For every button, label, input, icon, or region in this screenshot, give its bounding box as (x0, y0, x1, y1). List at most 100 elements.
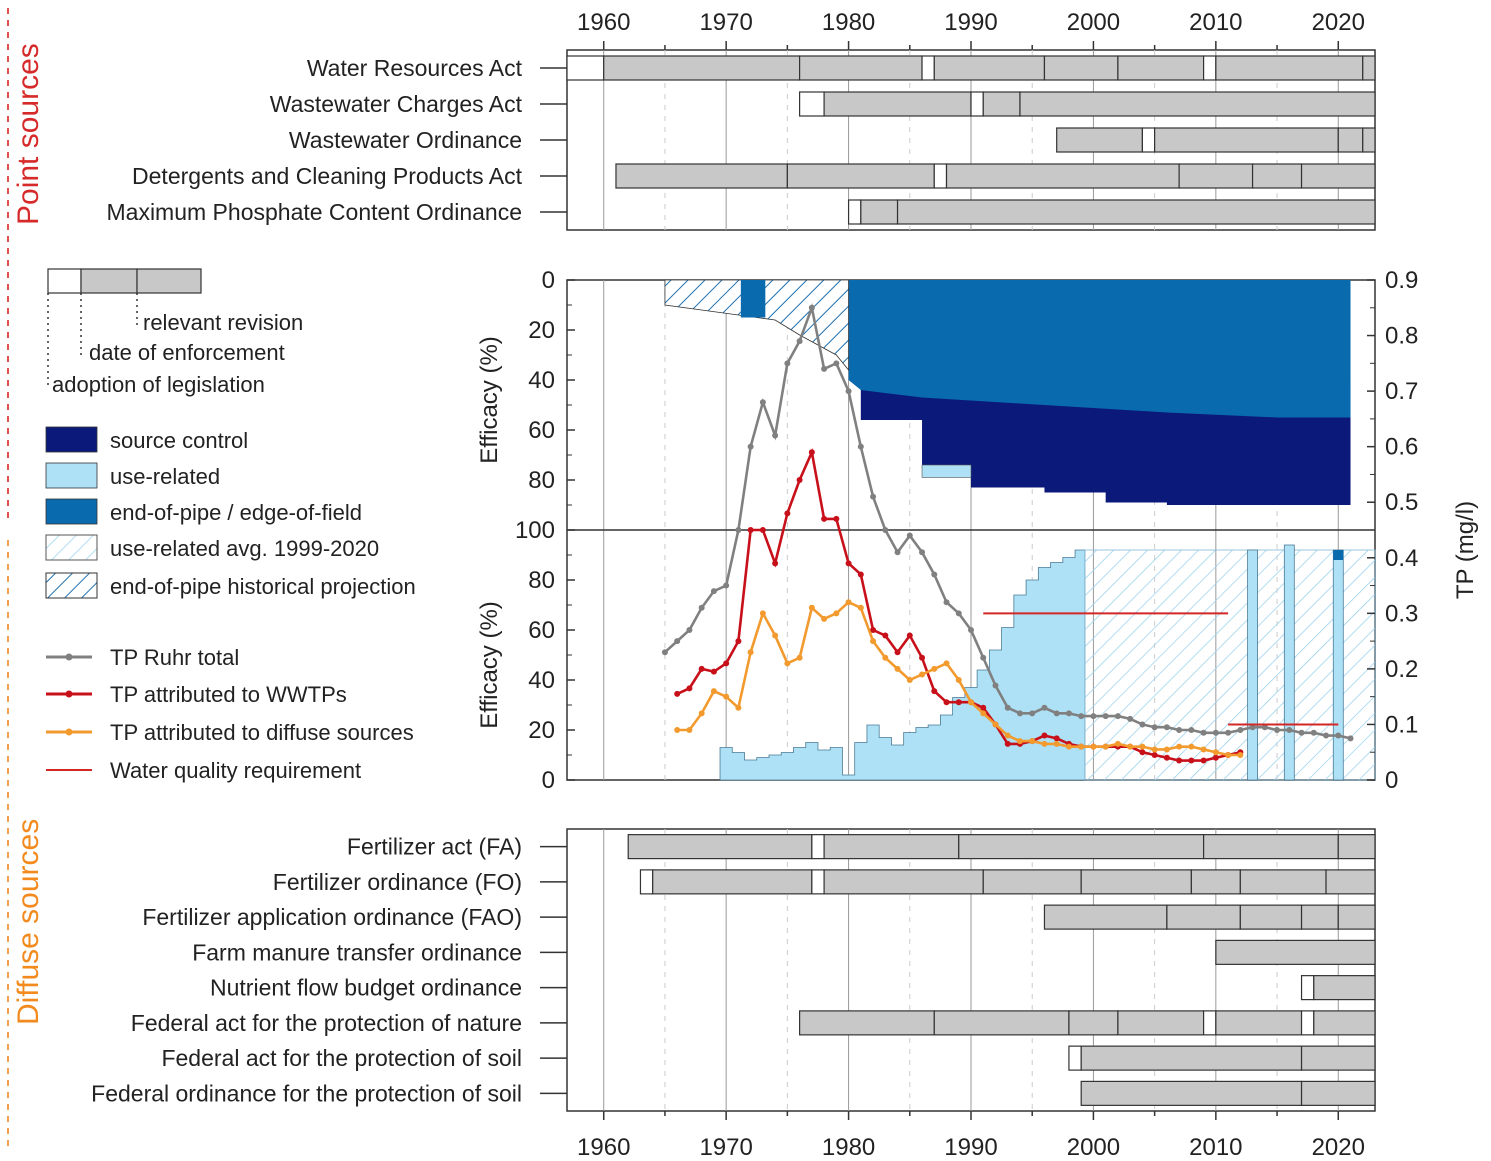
legend-adoption-of-legislation: adoption of legislation (52, 372, 265, 397)
series-point (1225, 752, 1232, 758)
series-point (1053, 740, 1060, 747)
series-point (1016, 710, 1023, 717)
timeline-label: Wastewater Charges Act (270, 91, 523, 117)
series-point (931, 688, 938, 695)
series-point (1347, 735, 1354, 742)
x-tick-label-2010: 2010 (1189, 1134, 1242, 1161)
series-point (747, 443, 754, 450)
series-point (796, 477, 803, 483)
series-point (845, 599, 852, 606)
right-tick-label: 0.5 (1385, 489, 1418, 516)
legend-swatch-1 (45, 462, 98, 489)
series-point (955, 677, 962, 683)
legend-swatch-2 (45, 498, 98, 525)
timeline-label: Federal act for the protection of nature (131, 1010, 522, 1036)
legend-label-3: use-related avg. 1999-2020 (110, 536, 379, 561)
series-point (1212, 749, 1219, 756)
series-point (784, 360, 791, 367)
legend-label-4: end-of-pipe historical projection (110, 574, 416, 599)
series-point (870, 638, 877, 645)
timeline-bar-segment (799, 91, 825, 117)
point-sources-timeline: Water Resources Act Wastewater Charges Ac… (107, 55, 1376, 225)
series-point (1188, 757, 1195, 764)
right-tick-label: 0.1 (1385, 711, 1418, 738)
series-point (674, 727, 681, 733)
timeline-bar-segment (615, 163, 788, 189)
series-point (943, 599, 950, 606)
timeline-bar-segment (1325, 869, 1376, 895)
series-point (674, 690, 681, 697)
x-axis-top: 1960 1970 1980 1990 2000 2010 2020 (577, 9, 1365, 50)
series-point (1274, 727, 1281, 733)
timeline-bar-segment (799, 55, 923, 81)
right-tick-label: 0.8 (1385, 323, 1418, 350)
timeline-bar-segment (1300, 1080, 1376, 1106)
timeline-label: Fertilizer application ordinance (FAO) (142, 904, 522, 930)
series-point (955, 610, 962, 617)
legend: relevant revision date of enforcement ad… (45, 268, 416, 783)
use-related-bar-2016 (1283, 544, 1295, 781)
timeline-bar-segment (1190, 869, 1241, 895)
legend-swatch-4 (45, 572, 98, 599)
timeline-bar-segment (1300, 904, 1339, 930)
series-point (894, 549, 901, 556)
right-tick-label: 0 (1385, 767, 1398, 794)
series-point (686, 685, 693, 692)
series-point (1016, 738, 1023, 745)
timeline-bar-segment (1300, 1045, 1376, 1071)
series-point (1335, 732, 1342, 739)
series-point (894, 665, 901, 672)
x-tick-label-2010: 2010 (1189, 9, 1242, 36)
series-point (1151, 746, 1158, 753)
series-point (906, 677, 913, 683)
timeline-bar-segment (1215, 939, 1376, 965)
series-point (735, 704, 742, 711)
series-point (992, 682, 999, 689)
series-point (1249, 724, 1256, 731)
x-tick-label-1960: 1960 (577, 9, 630, 36)
x-tick-label-2000: 2000 (1067, 9, 1120, 36)
series-point (821, 365, 828, 372)
series-point (1065, 743, 1072, 750)
series-point (698, 604, 705, 611)
timeline-label: Water Resources Act (307, 55, 523, 81)
use-related-bar-2020 (1332, 549, 1344, 781)
series-point (1090, 713, 1097, 720)
x-tick-label-2000: 2000 (1067, 1134, 1120, 1161)
series-point (821, 515, 828, 522)
y-label-lower: Efficacy (%) (476, 601, 503, 729)
timeline-bar-segment (1300, 163, 1376, 189)
series-point (759, 399, 766, 406)
timeline-bar-segment (1154, 127, 1339, 153)
timeline-bar-segment (1080, 869, 1192, 895)
series-point (723, 693, 730, 700)
x-tick-label-1980: 1980 (822, 1134, 875, 1161)
timeline-label: Maximum Phosphate Content Ordinance (107, 199, 523, 225)
series-point (723, 660, 730, 667)
series-point (833, 360, 840, 367)
x-axis-bottom: 1960 1970 1980 1990 2000 2010 2020 (577, 1111, 1365, 1161)
timeline-bar-segment (1337, 904, 1376, 930)
timeline-bar-segment (823, 869, 984, 895)
series-point (1139, 721, 1146, 728)
point-sources-label: Point sources (12, 43, 45, 225)
timeline-bar-segment (847, 199, 862, 225)
use-related-bar-2013 (1247, 549, 1258, 781)
legend-timeline-adoption-box (47, 268, 82, 294)
timeline-bar-segment (1043, 904, 1168, 930)
series-point (772, 632, 779, 639)
timeline-bar-segment (921, 55, 935, 81)
left-upper-tick-label: 0 (542, 267, 555, 294)
timeline-bar-segment (1337, 127, 1364, 153)
series-point (980, 654, 987, 661)
series-point (870, 627, 877, 633)
right-tick-label: 0.7 (1385, 378, 1418, 405)
timeline-bar-segment (945, 163, 1180, 189)
timeline-bar-segment (639, 869, 654, 895)
series-point (1078, 713, 1085, 720)
series-point (1176, 727, 1183, 733)
left-lower-tick-label: 60 (528, 617, 555, 644)
timeline-bar-segment (1117, 1010, 1205, 1036)
series-point (1127, 743, 1134, 750)
series-point (931, 571, 938, 578)
